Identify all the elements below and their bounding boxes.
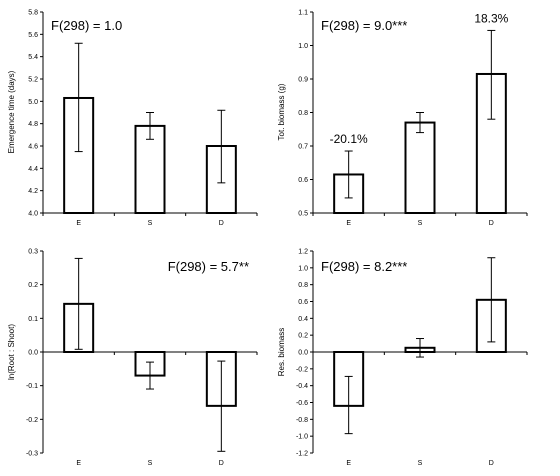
- y-tick-label: 0.6: [298, 177, 308, 184]
- stat-annotation: F(298) = 1.0: [51, 18, 122, 33]
- y-axis-title: ln(Root : Shoot): [7, 324, 16, 380]
- y-tick-label: -1.0: [296, 434, 308, 441]
- y-tick-label: 4.6: [28, 144, 38, 151]
- y-tick-label: 0.6: [298, 299, 308, 306]
- y-tick-label: 0.1: [28, 316, 38, 323]
- y-tick-label: 1.2: [298, 249, 308, 256]
- y-tick-label: 1.1: [298, 10, 308, 17]
- y-tick-label: -0.6: [296, 400, 308, 407]
- y-tick-label: 1.0: [298, 265, 308, 272]
- y-tick-label: -0.2: [26, 417, 38, 424]
- bar-data-label: -20.1%: [330, 132, 368, 146]
- stat-annotation: F(298) = 9.0***: [321, 18, 407, 33]
- y-tick-label: 5.8: [28, 10, 38, 17]
- y-tick-label: -0.2: [296, 366, 308, 373]
- x-tick-label: D: [489, 220, 494, 227]
- y-tick-label: 5.6: [28, 32, 38, 39]
- stat-annotation: F(298) = 8.2***: [321, 259, 407, 274]
- bar-data-label: 18.3%: [474, 11, 508, 25]
- bar: [404, 121, 436, 214]
- y-tick-label: 0.9: [298, 77, 308, 84]
- x-tick-label: S: [148, 220, 153, 227]
- y-tick-label: 4.8: [28, 121, 38, 128]
- y-tick-label: -0.3: [26, 451, 38, 458]
- chart-panel-4: -1.2 -1.0 -0.8 -0.6 -0.4 -0.2 0.0 0.2 0.4 0.6 0.8 1…: [277, 249, 528, 467]
- y-tick-label: 0.2: [298, 333, 308, 340]
- y-tick-label: -0.8: [296, 417, 308, 424]
- y-tick-label: 5.0: [28, 99, 38, 106]
- y-tick-label: 0.7: [298, 144, 308, 151]
- x-tick-label: D: [219, 220, 224, 227]
- y-tick-label: 0.0: [28, 350, 38, 357]
- y-tick-label: 5.4: [28, 54, 38, 61]
- x-tick-label: S: [418, 220, 423, 227]
- y-tick-label: -1.2: [296, 451, 308, 458]
- chart-panel-2: 0.5 0.6 0.7 0.8 0.9 1.0 1.1 E S D -20.1% 18.3% Tot. …: [277, 10, 528, 227]
- x-tick-label: E: [346, 460, 351, 467]
- x-tick-label: S: [148, 460, 153, 467]
- x-tick-label: S: [418, 460, 423, 467]
- y-tick-label: 4.2: [28, 188, 38, 195]
- y-tick-label: 0.3: [28, 249, 38, 256]
- bar: [134, 124, 166, 214]
- y-tick-label: 1.0: [298, 43, 308, 50]
- y-tick-label: 0.8: [298, 282, 308, 289]
- y-tick-label: 0.2: [28, 282, 38, 289]
- stat-annotation: F(298) = 5.7**: [168, 259, 249, 274]
- y-axis-title: Emergence time (days): [7, 70, 16, 153]
- chart-panel-3: -0.3 -0.2 -0.1 0.0 0.1 0.2 0.3 E S Dln(Root : Sho…: [7, 249, 258, 467]
- y-axis-title: Res. biomass: [277, 328, 286, 376]
- y-tick-label: 4.0: [28, 211, 38, 218]
- x-tick-label: D: [489, 460, 494, 467]
- x-tick-label: E: [346, 220, 351, 227]
- y-axis-title: Tot. biomass (g): [277, 83, 286, 140]
- y-tick-label: 0.5: [298, 211, 308, 218]
- bar: [475, 72, 507, 214]
- y-tick-label: 0.0: [298, 350, 308, 357]
- y-tick-label: 0.8: [298, 110, 308, 117]
- x-tick-label: E: [76, 460, 81, 467]
- bar: [63, 96, 95, 214]
- y-tick-label: -0.1: [26, 383, 38, 390]
- y-tick-label: -0.4: [296, 383, 308, 390]
- x-tick-label: D: [219, 460, 224, 467]
- chart-panel-1: 4.0 4.2 4.4 4.6 4.8 5.0 5.2 5.4 5.6 5.8 E S D Emergen…: [7, 10, 258, 227]
- y-tick-label: 0.4: [298, 316, 308, 323]
- y-tick-label: 5.2: [28, 77, 38, 84]
- x-tick-label: E: [76, 220, 81, 227]
- y-tick-label: 4.4: [28, 166, 38, 173]
